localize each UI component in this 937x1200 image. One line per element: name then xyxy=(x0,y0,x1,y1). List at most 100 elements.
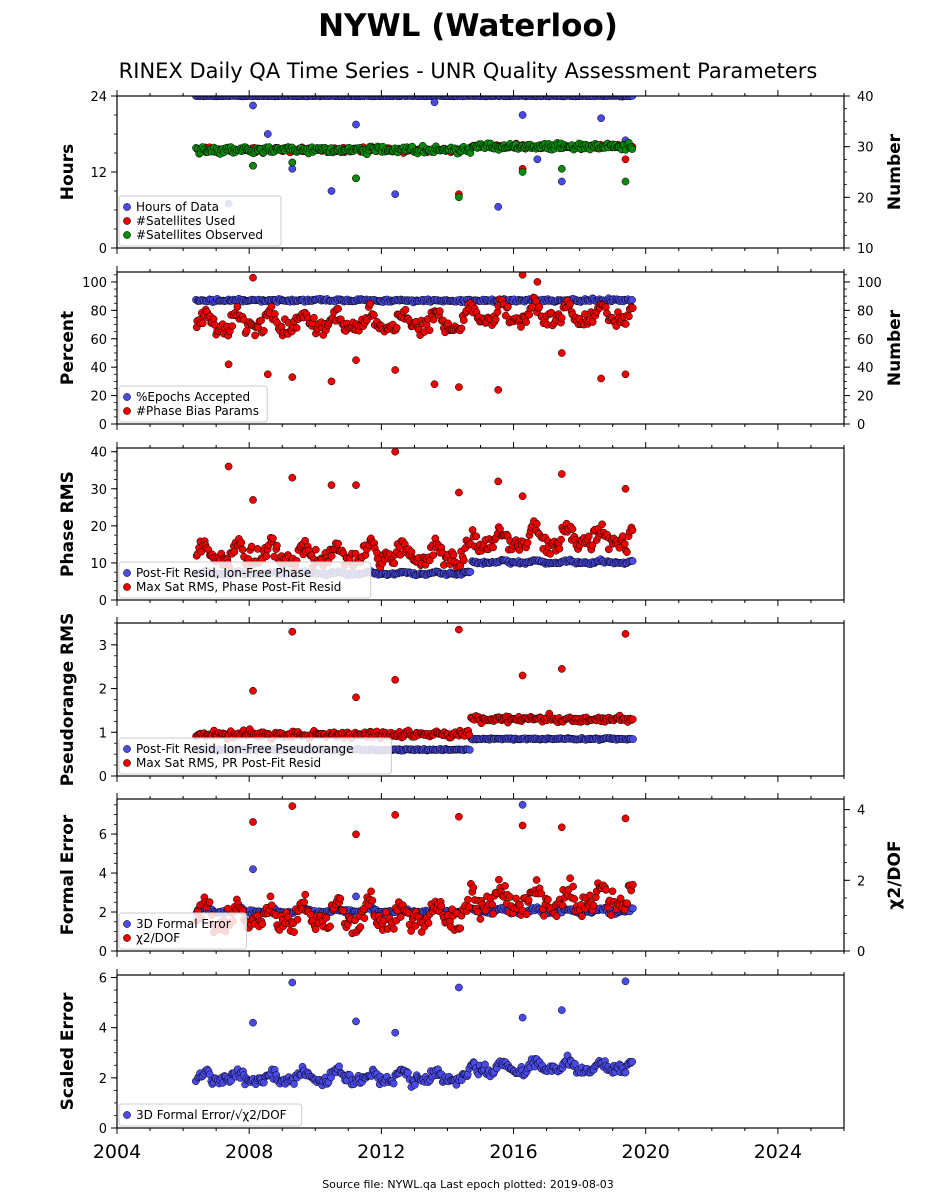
data-point xyxy=(401,305,410,314)
data-point xyxy=(429,315,438,324)
data-point xyxy=(390,559,399,568)
outlier-point xyxy=(557,470,566,478)
outlier-point xyxy=(249,818,257,826)
data-point xyxy=(311,545,320,554)
data-point xyxy=(476,915,485,923)
data-point xyxy=(356,923,365,931)
y2-axis-label: Number xyxy=(885,133,905,210)
outlier-point xyxy=(557,349,566,357)
data-point xyxy=(588,541,597,549)
legend: %Epochs Accepted#Phase Bias Params xyxy=(118,385,268,423)
y2-tick-label: 20 xyxy=(857,191,874,206)
legend-marker xyxy=(123,759,131,767)
data-point xyxy=(389,1079,398,1088)
data-point xyxy=(570,895,579,903)
outlier-point xyxy=(249,273,257,282)
data-point xyxy=(522,318,530,326)
data-point xyxy=(628,715,637,724)
panel-phase-rms: 0 10 20 30 40 Phase RMS Post-Fit Resid, Ion-Fr… xyxy=(58,442,845,609)
panel-pseudorange-rms: 0 1 2 3 Pseudorange RMS Post-Fit Resid, Ion-F… xyxy=(58,613,845,786)
outlier-point xyxy=(494,477,503,486)
data-point xyxy=(469,883,478,892)
outlier-point xyxy=(518,821,527,830)
data-point xyxy=(522,910,531,919)
x-tick-label: 2020 xyxy=(622,1141,670,1163)
y-axis-label: Phase RMS xyxy=(58,471,78,577)
outlier-point xyxy=(557,177,566,186)
data-point xyxy=(327,552,336,560)
y-tick-label: 10 xyxy=(90,557,107,572)
outlier-point xyxy=(430,380,439,389)
data-point xyxy=(628,557,637,565)
data-point xyxy=(292,324,301,332)
data-point xyxy=(555,544,564,553)
panel-scaled-error: 2004 2008 2012 2016 2020 2024 0 2 4 6 Scaled Error… xyxy=(58,969,845,1163)
y-tick-label: 2 xyxy=(99,683,107,698)
data-point xyxy=(293,915,302,924)
data-point xyxy=(260,327,268,335)
y-tick-label: 2 xyxy=(99,1072,107,1087)
outlier-point xyxy=(352,693,360,702)
data-point xyxy=(444,319,452,328)
data-point xyxy=(233,302,242,311)
data-point xyxy=(465,746,474,754)
y-tick-label: 40 xyxy=(90,446,107,461)
data-point xyxy=(566,874,574,883)
data-point xyxy=(532,876,541,884)
outlier-point xyxy=(557,823,566,832)
data-point xyxy=(623,899,631,908)
legend: 3D Formal Error/√χ2/DOF xyxy=(118,1103,303,1127)
series-hours-2 xyxy=(192,138,637,202)
outlier-point xyxy=(455,488,463,497)
y2-tick-label: 0 xyxy=(857,418,865,433)
data-point xyxy=(517,323,525,331)
legend-marker xyxy=(123,407,131,415)
points-hours xyxy=(192,96,637,211)
y-tick-label: 40 xyxy=(90,361,107,376)
data-point xyxy=(504,302,512,311)
outlier-point xyxy=(288,158,297,167)
x-tick-label: 2008 xyxy=(225,1141,273,1163)
data-point xyxy=(310,313,318,322)
outlier-point xyxy=(224,360,233,369)
data-point xyxy=(465,731,474,739)
y-tick-label: 0 xyxy=(99,945,107,960)
data-point xyxy=(301,890,310,899)
data-point xyxy=(407,927,415,935)
outlier-point xyxy=(288,627,297,636)
legend-label: #Phase Bias Params xyxy=(136,404,259,418)
data-point xyxy=(424,919,433,927)
data-point xyxy=(495,875,503,884)
data-point xyxy=(273,541,281,550)
legend-marker xyxy=(123,920,131,928)
data-point xyxy=(456,924,465,933)
data-point xyxy=(456,561,465,570)
legend-label: χ2/DOF xyxy=(136,931,180,945)
data-point xyxy=(620,540,629,548)
data-point xyxy=(537,889,546,898)
y-axis-label: Scaled Error xyxy=(58,992,78,1110)
y-tick-label: 0 xyxy=(99,418,107,433)
y-tick-label: 0 xyxy=(99,242,107,257)
data-point xyxy=(335,1062,343,1071)
outlier-point xyxy=(455,812,463,821)
data-point xyxy=(411,1080,419,1089)
data-point xyxy=(367,887,375,896)
data-point xyxy=(457,324,466,333)
data-point xyxy=(628,526,637,535)
y-tick-label: 4 xyxy=(99,867,107,882)
outlier-point xyxy=(249,686,257,695)
y2-tick-label: 2 xyxy=(857,874,865,889)
outlier-point xyxy=(621,977,630,986)
outlier-point xyxy=(518,492,527,501)
outlier-point xyxy=(455,625,463,634)
y-axis-label: Hours xyxy=(58,144,78,201)
data-point xyxy=(629,880,637,889)
outlier-point xyxy=(621,484,630,493)
data-point xyxy=(311,925,320,934)
outlier-point xyxy=(352,892,360,901)
outlier-point xyxy=(621,370,630,379)
